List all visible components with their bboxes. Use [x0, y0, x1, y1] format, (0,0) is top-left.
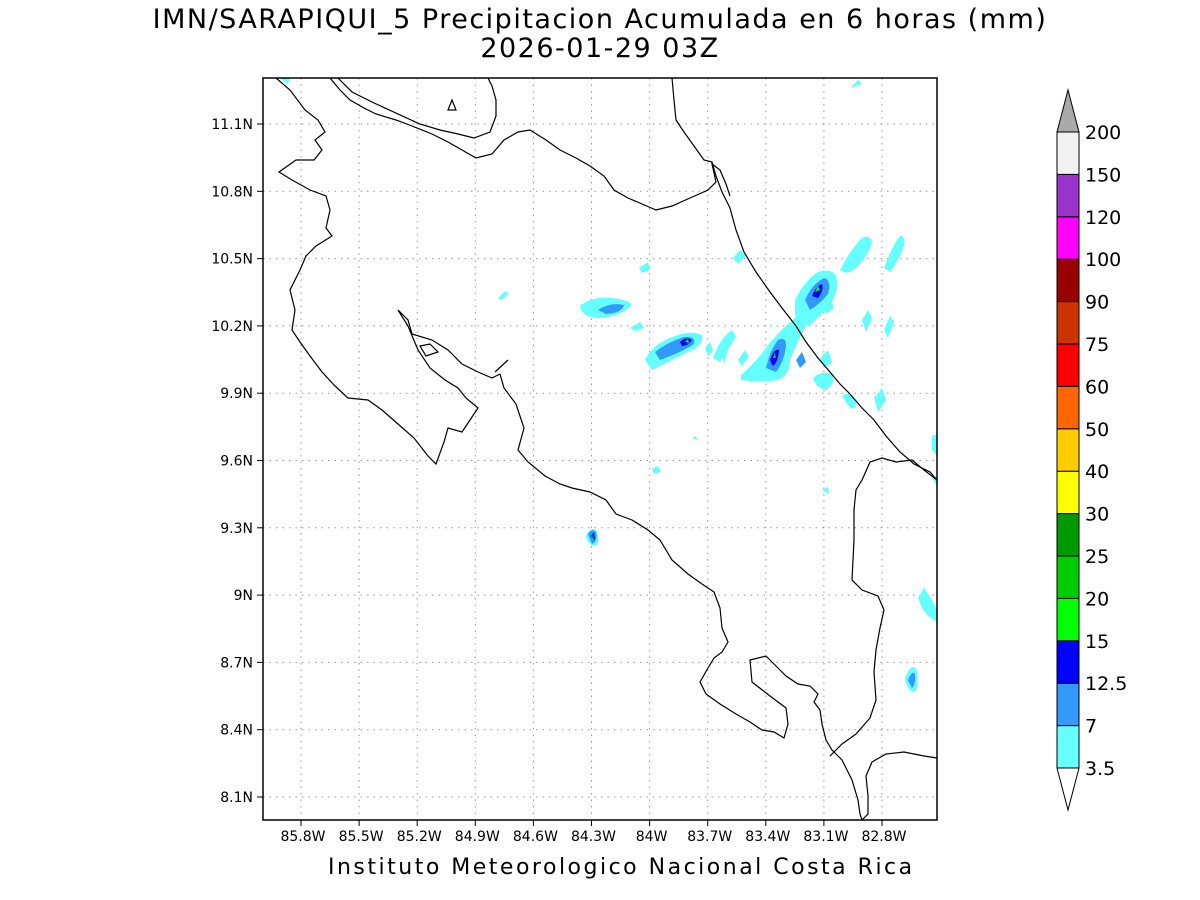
- precip-cell: [820, 350, 832, 368]
- lon-tick-label: 83.4W: [745, 829, 790, 845]
- map-frame: [262, 77, 938, 821]
- lat-tick-label: 8.4N: [220, 723, 253, 739]
- precip-cell: [652, 466, 661, 474]
- legend-swatch: [1056, 470, 1080, 515]
- precip-cell: [692, 436, 697, 440]
- color-legend: 3.5 7 12.5 15 20 25 30 40 50 60 75 90 100 120 150 200: [1056, 88, 1127, 812]
- precip-cell: [630, 322, 644, 331]
- legend-label: 100: [1085, 249, 1121, 271]
- precip-cell: [773, 352, 776, 358]
- lon-tick-label: 84.9W: [455, 829, 500, 845]
- legend-swatch: [1056, 131, 1080, 175]
- map-grid: [263, 78, 937, 820]
- legend-swatch: [1056, 725, 1080, 769]
- lon-tick-label: 84W: [636, 829, 668, 845]
- precip-cell: [813, 372, 834, 390]
- lon-tick-label: 84.6W: [513, 829, 558, 845]
- precip-cell: [822, 298, 834, 314]
- legend-swatch: [1056, 597, 1080, 642]
- lat-tick-label: 10.2N: [211, 319, 253, 335]
- legend-label: 200: [1085, 122, 1121, 144]
- footer-credit: Instituto Meteorologico Nacional Costa R…: [328, 855, 915, 880]
- legend-swatch: [1056, 173, 1080, 218]
- precip-cell: [796, 352, 806, 368]
- legend-label: 3.5: [1085, 758, 1115, 780]
- precip-cell: [592, 534, 594, 538]
- lat-tick-label: 9.6N: [220, 454, 253, 470]
- legend-swatch: [1056, 555, 1080, 599]
- legend-swatch: [1056, 301, 1080, 345]
- legend-swatch: [1056, 682, 1080, 727]
- precipitation-field: [279, 78, 937, 692]
- legend-under-arrow: [1056, 767, 1080, 812]
- lon-tick-label: 85.2W: [397, 829, 442, 845]
- precip-cell: [850, 80, 862, 88]
- legend-over-arrow: [1056, 88, 1080, 133]
- precip-cell: [279, 78, 290, 84]
- legend-swatch: [1056, 513, 1080, 557]
- legend-label: 50: [1085, 419, 1109, 441]
- longitude-axis: 85.8W 85.5W 85.2W 84.9W 84.6W 84.3W 84W 83.7W 83…: [280, 820, 907, 845]
- precip-cell: [705, 342, 713, 356]
- lon-tick-label: 83.7W: [687, 829, 732, 845]
- legend-swatch: [1056, 343, 1080, 387]
- precip-cell: [862, 310, 872, 332]
- latitude-axis: 11.1N 10.8N 10.5N 10.2N 9.9N 9.6N 9.3N 9N 8.7N 8.…: [211, 117, 263, 806]
- coastline: [275, 78, 937, 820]
- legend-label: 15: [1085, 631, 1109, 653]
- precip-cell: [598, 304, 624, 314]
- legend-label: 120: [1085, 207, 1121, 229]
- legend-label: 7: [1085, 716, 1097, 738]
- lon-tick-label: 85.8W: [280, 829, 325, 845]
- precip-cell: [815, 286, 820, 292]
- precip-cell: [918, 588, 937, 622]
- precip-cell: [840, 236, 872, 273]
- lat-tick-label: 9.3N: [220, 521, 253, 537]
- precip-cell: [498, 291, 509, 300]
- lat-tick-label: 10.8N: [211, 184, 253, 200]
- precip-cell: [908, 672, 916, 688]
- lat-tick-label: 9.9N: [220, 386, 253, 402]
- legend-label: 25: [1085, 546, 1109, 568]
- lat-tick-label: 11.1N: [211, 117, 253, 133]
- lon-tick-label: 84.3W: [571, 829, 616, 845]
- precip-cell: [733, 250, 746, 264]
- legend-label: 75: [1085, 334, 1109, 356]
- legend-label: 12.5: [1085, 673, 1127, 695]
- precip-cell: [932, 434, 937, 456]
- precip-cell: [685, 339, 689, 343]
- precip-cell: [639, 262, 650, 273]
- lon-tick-label: 85.5W: [339, 829, 384, 845]
- precip-cell: [713, 330, 736, 362]
- lat-tick-label: 8.7N: [220, 655, 253, 671]
- precip-cell: [884, 316, 894, 338]
- precip-cell: [884, 236, 905, 272]
- precip-cell: [822, 487, 829, 494]
- lat-tick-label: 10.5N: [211, 252, 253, 268]
- legend-label: 30: [1085, 504, 1109, 526]
- legend-swatch: [1056, 216, 1080, 260]
- chart-subtitle: 2026-01-29 03Z: [480, 33, 720, 64]
- legend-swatch: [1056, 258, 1080, 303]
- precip-cell: [842, 393, 857, 409]
- legend-swatch: [1056, 428, 1080, 472]
- lon-tick-label: 83.1W: [803, 829, 848, 845]
- legend-label: 40: [1085, 461, 1109, 483]
- legend-label: 20: [1085, 588, 1109, 610]
- precip-cell: [738, 350, 749, 366]
- lat-tick-label: 9N: [234, 588, 253, 604]
- legend-swatch: [1056, 640, 1080, 684]
- lon-tick-label: 82.8W: [861, 829, 906, 845]
- precip-cell: [720, 345, 728, 364]
- chart-title: IMN/SARAPIQUI_5 Precipitacion Acumulada …: [152, 4, 1048, 35]
- legend-label: 90: [1085, 292, 1109, 314]
- legend-swatch: [1056, 385, 1080, 430]
- lat-tick-label: 8.1N: [220, 790, 253, 806]
- legend-label: 60: [1085, 376, 1109, 398]
- precip-cell: [874, 388, 886, 412]
- legend-label: 150: [1085, 164, 1121, 186]
